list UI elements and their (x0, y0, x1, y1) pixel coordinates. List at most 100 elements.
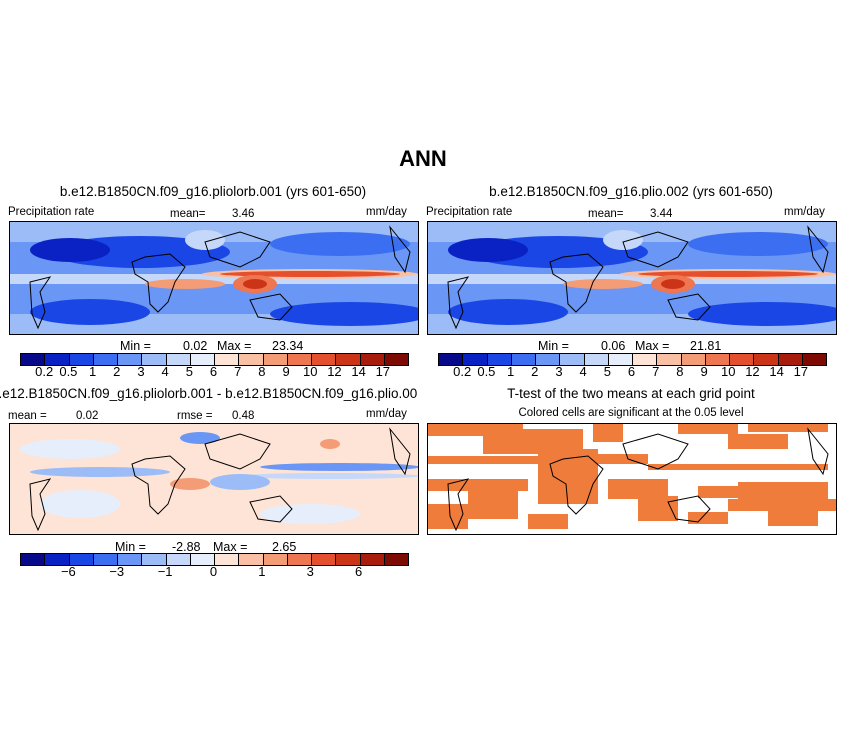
colorbar-swatch (142, 554, 167, 565)
panel1-title: b.e12.B1850CN.f09_g16.pliolorb.001 (yrs … (59, 184, 367, 199)
colorbar-swatch (215, 354, 240, 365)
colorbar-swatch (69, 554, 94, 565)
panel2-max-value: 21.81 (690, 339, 722, 353)
colorbar-swatch (21, 354, 46, 365)
panel1-colorbar (20, 353, 409, 366)
colorbar-tick-label: 8 (258, 364, 266, 379)
colorbar-tick-label: 0.5 (59, 364, 78, 379)
colorbar-swatch (536, 354, 561, 365)
colorbar-tick-label: 3 (137, 364, 145, 379)
colorbar-swatch (778, 354, 803, 365)
panel2-colorbar (438, 353, 827, 366)
colorbar-tick-label: 0.2 (453, 364, 472, 379)
panel3-max-label: Max = (213, 540, 248, 554)
panel3-map (9, 423, 419, 535)
colorbar-swatch (754, 354, 779, 365)
panel1-mean-label: mean= (170, 208, 206, 220)
panel1-max-value: 23.34 (272, 339, 304, 353)
figure-title: ANN (399, 146, 447, 171)
colorbar-tick-label: 12 (745, 364, 760, 379)
colorbar-tick-label: 1 (88, 364, 97, 379)
colorbar-tick-label: 8 (676, 364, 684, 379)
colorbar-tick-label: 7 (652, 364, 660, 379)
panel2-map (427, 221, 837, 335)
panel2-max-label: Max = (635, 339, 670, 353)
colorbar-swatch (166, 354, 191, 365)
panel3-min-label: Min = (115, 540, 146, 554)
colorbar-swatch (681, 354, 706, 365)
colorbar-tick-label: 17 (793, 364, 809, 379)
colorbar-swatch (45, 354, 70, 365)
colorbar-tick-label: 6 (209, 364, 218, 379)
colorbar-swatch (287, 554, 312, 565)
colorbar-tick-label: 9 (700, 364, 708, 379)
colorbar-tick-label: 6 (627, 364, 636, 379)
colorbar-tick-label: −6 (60, 564, 76, 579)
colorbar-swatch (511, 354, 536, 365)
panel2-min-label: Min = (538, 339, 569, 353)
colorbar-swatch (463, 354, 488, 365)
panel1-precip-field (10, 222, 418, 334)
colorbar-swatch (584, 354, 609, 365)
colorbar-tick-label: 5 (603, 364, 611, 379)
colorbar-tick-label: 2 (113, 364, 121, 379)
panel1-min-value: 0.02 (183, 339, 208, 353)
panel1-mean-value: 3.46 (232, 208, 255, 220)
colorbar-swatch (190, 354, 215, 365)
panel3-diff-field (10, 424, 418, 534)
panel2-variable-label: Precipitation rate (426, 206, 513, 218)
panel4-subtitle: Colored cells are significant at the 0.0… (518, 407, 744, 419)
colorbar-tick-label: 0.5 (477, 364, 496, 379)
colorbar-swatch (21, 554, 46, 565)
colorbar-tick-label: 3 (306, 564, 314, 579)
colorbar-swatch (287, 354, 312, 365)
colorbar-tick-label: 17 (375, 364, 391, 379)
panel3-mean-value: 0.02 (76, 410, 99, 422)
panel2-mean-label: mean= (588, 208, 624, 220)
colorbar-tick-label: 10 (303, 364, 318, 379)
colorbar-tick-label: 4 (161, 364, 169, 379)
colorbar-swatch (215, 554, 240, 565)
colorbar-tick-label: 0 (209, 564, 218, 579)
panel3-mean-label: mean = (8, 410, 47, 422)
colorbar-tick-label: 1 (506, 364, 515, 379)
panel2-units: mm/day (784, 206, 825, 218)
colorbar-swatch (487, 354, 512, 365)
panel3-rmse-value: 0.48 (232, 410, 255, 422)
colorbar-swatch (560, 354, 585, 365)
colorbar-tick-label: 14 (351, 364, 366, 379)
panel1-colorbar-labels: 0.2 0.5 1 2 3 4 5 6 7 8 9 10 12 14 17 (20, 364, 407, 380)
colorbar-tick-label: −1 (157, 564, 173, 579)
colorbar-tick-label: 0.2 (35, 364, 54, 379)
colorbar-swatch (93, 354, 118, 365)
colorbar-swatch (439, 354, 464, 365)
colorbar-tick-label: 10 (721, 364, 736, 379)
panel3-min-value: -2.88 (172, 540, 201, 554)
colorbar-tick-label: 1 (258, 564, 266, 579)
panel3-title: b.e12.B1850CN.f09_g16.pliolorb.001 - b.e… (0, 386, 418, 401)
panel2-min-value: 0.06 (601, 339, 626, 353)
panel2-mean-value: 3.44 (650, 208, 673, 220)
colorbar-swatch (705, 354, 730, 365)
colorbar-tick-label: 4 (579, 364, 587, 379)
colorbar-swatch (69, 354, 94, 365)
colorbar-swatch (360, 554, 385, 565)
colorbar-swatch (633, 354, 658, 365)
colorbar-tick-label: 7 (234, 364, 242, 379)
colorbar-tick-label: 14 (769, 364, 784, 379)
colorbar-swatch (336, 354, 361, 365)
panel2-precip-field (428, 222, 836, 334)
colorbar-tick-label: 2 (531, 364, 539, 379)
colorbar-swatch (239, 554, 264, 565)
panel4-map (427, 423, 837, 535)
colorbar-swatch (263, 554, 288, 565)
colorbar-tick-label: 3 (555, 364, 563, 379)
colorbar-tick-label: 5 (185, 364, 193, 379)
colorbar-swatch (45, 554, 70, 565)
colorbar-swatch (336, 554, 361, 565)
colorbar-swatch (657, 354, 682, 365)
colorbar-tick-label: 9 (282, 364, 290, 379)
panel3-rmse-label: rmse = (177, 410, 213, 422)
panel2-colorbar-labels: 0.2 0.5 1 2 3 4 5 6 7 8 9 10 12 14 17 (438, 364, 825, 380)
colorbar-swatch (239, 354, 264, 365)
